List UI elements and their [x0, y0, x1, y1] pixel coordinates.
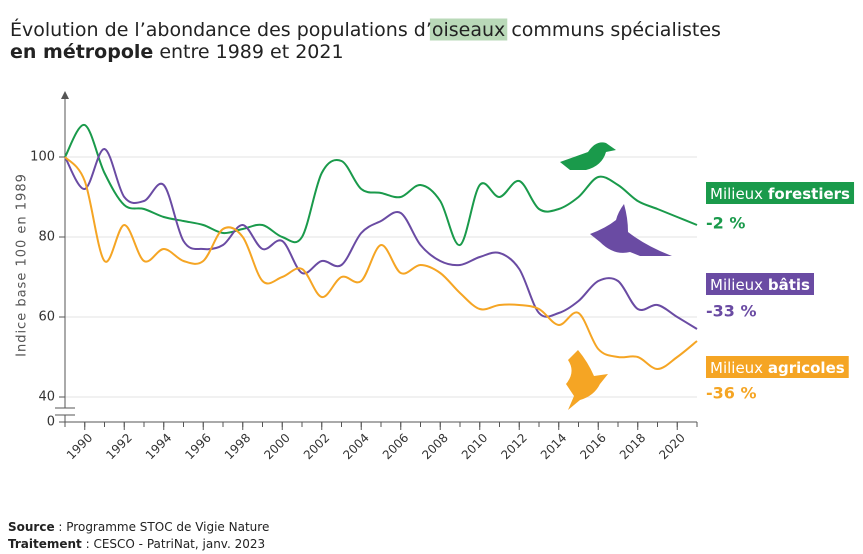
plot-area: 0 40 60 80 100 1990 1992 1994 1996 1998 2000 2002 20…: [30, 91, 855, 462]
change-label: -33 %: [706, 302, 757, 321]
x-tick-label: 2002: [301, 431, 332, 462]
x-tick-label: 2008: [419, 431, 450, 462]
series-line: [64, 147, 698, 330]
x-tick-label: 1990: [64, 431, 95, 462]
x-tick-label: 1994: [143, 431, 174, 462]
y-tick-label: 80: [38, 230, 55, 245]
change-label: -36 %: [706, 384, 757, 403]
y-tick-label: 40: [38, 390, 55, 405]
legend-label: Milieux bâtis: [710, 276, 810, 294]
x-tick-label: 2010: [459, 431, 490, 462]
x-tick-label: 2006: [380, 431, 411, 462]
title-part: communs spécialistes: [505, 19, 721, 41]
series-label: Milieux forestiers -2 %: [706, 182, 855, 233]
series-label: Milieux agricoles -36 %: [706, 356, 849, 403]
title-highlight: oiseaux: [432, 19, 505, 41]
bird-icon: [590, 204, 672, 256]
footer-line: Traitement : CESCO - PatriNat, janv. 202…: [8, 537, 265, 551]
x-tick-label: 2018: [617, 431, 648, 462]
x-tick-label: 2012: [498, 431, 529, 462]
footer-label: Traitement: [8, 537, 82, 551]
y-axis-arrow: [61, 91, 69, 99]
x-tick-label: 2000: [261, 431, 292, 462]
series-label: Milieux bâtis -33 %: [706, 273, 814, 321]
series-line: [64, 124, 698, 247]
y-tick-label: 0: [47, 415, 55, 430]
y-tick-label: 60: [38, 310, 55, 325]
footer-text: : CESCO - PatriNat, janv. 2023: [82, 537, 265, 551]
series-line: [64, 156, 698, 371]
footer: Source : Programme STOC de Vigie Nature T…: [8, 520, 269, 551]
bird-icon: [560, 142, 616, 170]
change-label: -2 %: [706, 214, 745, 233]
x-tick-label: 2004: [340, 431, 371, 462]
x-tick-label: 2016: [577, 431, 608, 462]
x-tick-label: 2020: [656, 431, 687, 462]
legend-label: Milieux agricoles: [710, 359, 845, 377]
subtitle-bold: en métropole: [10, 41, 153, 63]
chart-subtitle: en métropole entre 1989 et 2021: [10, 41, 344, 63]
chart-title: Évolution de l’abondance des populations…: [10, 18, 721, 41]
y-axis-label: Indice base 100 en 1989: [15, 173, 30, 357]
legend-label: Milieux forestiers: [710, 185, 850, 203]
x-tick-label: 1996: [182, 431, 213, 462]
series-label-box: [706, 356, 849, 378]
subtitle-part: entre 1989 et 2021: [153, 41, 343, 63]
y-tick-label: 100: [30, 150, 55, 165]
series-label-box: [706, 273, 814, 295]
series-label-box: [706, 182, 855, 204]
bird-icon: [566, 350, 608, 410]
footer-label: Source: [8, 520, 55, 534]
title-highlight-bg: [429, 18, 508, 41]
title-part: Évolution de l’abondance des populations…: [10, 18, 432, 41]
x-tick-label: 1998: [222, 431, 253, 462]
x-tick-label: 1992: [103, 431, 134, 462]
footer-text: : Programme STOC de Vigie Nature: [55, 520, 270, 534]
x-tick-label: 2014: [538, 431, 569, 462]
footer-line: Source : Programme STOC de Vigie Nature: [8, 520, 269, 534]
